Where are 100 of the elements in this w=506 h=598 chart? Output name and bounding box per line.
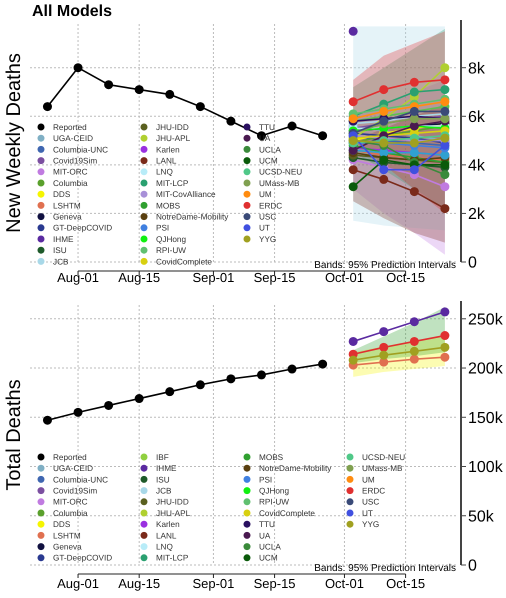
- point: [42, 416, 52, 425]
- point: [379, 174, 388, 184]
- x-tick-label: Oct-15: [386, 576, 426, 591]
- point: [410, 78, 419, 87]
- legend-label: Karlen: [156, 520, 180, 530]
- point: [410, 88, 419, 96]
- legend-label: LANL: [156, 156, 177, 166]
- point: [318, 360, 328, 369]
- point: [440, 134, 450, 143]
- legend-label: NotreDame-Mobility: [156, 212, 230, 222]
- legend-label: YYG: [362, 520, 380, 530]
- legend-label: LSHTM: [53, 531, 81, 540]
- legend-label: UA: [259, 531, 271, 540]
- point: [379, 156, 388, 164]
- legend-label: Geneva: [53, 212, 82, 222]
- y-tick-label: 0: [468, 558, 477, 575]
- legend-label: QJHong: [259, 486, 290, 496]
- point: [440, 307, 450, 316]
- legend-label: Reported: [53, 122, 88, 132]
- y-tick-label: 2k: [468, 206, 486, 224]
- point: [196, 102, 205, 112]
- legend-label: LSHTM: [53, 201, 81, 210]
- point: [256, 370, 266, 380]
- legend-label: IHME: [53, 234, 74, 244]
- legend-label: Columbia: [53, 508, 88, 518]
- point: [440, 204, 450, 214]
- legend-label: UA: [259, 134, 271, 144]
- point: [440, 352, 450, 362]
- x-tick-label: Aug-01: [57, 270, 99, 285]
- point: [348, 26, 358, 36]
- legend-label: ISU: [156, 475, 170, 484]
- legend-label: LNQ: [156, 168, 173, 177]
- point: [196, 380, 205, 390]
- point: [410, 354, 419, 364]
- point: [348, 182, 358, 192]
- legend-label: IBF: [156, 452, 169, 462]
- legend-label: GT-DeepCOVID: [53, 224, 112, 233]
- legend-label: UT: [362, 508, 373, 518]
- legend-label: JHU-APL: [156, 134, 191, 144]
- point: [379, 165, 388, 174]
- legend-label: UCSD-NEU: [259, 168, 302, 177]
- legend-label: TTU: [259, 122, 276, 132]
- y-axis-title: New Weekly Deaths: [3, 53, 25, 233]
- legend-label: TTU: [259, 520, 276, 530]
- y-tick-label: 6k: [468, 108, 486, 126]
- point: [379, 106, 388, 116]
- x-tick-label: Aug-15: [118, 576, 160, 591]
- point: [226, 116, 236, 126]
- legend-label: DDS: [53, 520, 71, 530]
- legend-label: UCM: [259, 156, 278, 166]
- point: [379, 85, 388, 94]
- x-tick-label: Oct-01: [324, 270, 364, 285]
- x-tick-label: Aug-01: [57, 576, 99, 591]
- legend-label: UCLA: [259, 542, 282, 552]
- point: [165, 90, 174, 99]
- point: [440, 331, 450, 340]
- legend-label: LANL: [156, 531, 177, 540]
- point: [440, 182, 450, 192]
- point: [104, 80, 114, 90]
- x-tick-label: Oct-15: [386, 270, 426, 285]
- x-tick-label: Oct-01: [324, 576, 364, 591]
- point: [104, 400, 114, 410]
- point: [379, 342, 388, 352]
- x-tick-label: Sep-15: [254, 576, 296, 591]
- legend-label: CovidComplete: [156, 257, 212, 266]
- point: [288, 122, 297, 130]
- legend-label: GT-DeepCOVID: [53, 554, 112, 563]
- y-tick-label: 150k: [468, 410, 504, 427]
- point: [410, 187, 419, 196]
- legend-label: RPI-UW: [259, 498, 290, 507]
- legend-label: MIT-ORC: [53, 168, 88, 177]
- legend-label: UM: [362, 475, 375, 484]
- point: [410, 346, 419, 356]
- legend-label: JHU-IDD: [156, 122, 189, 132]
- legend-label: Karlen: [156, 145, 180, 154]
- legend-label: MIT-CovAlliance: [156, 190, 216, 200]
- legend-label: YYG: [259, 234, 276, 244]
- legend-label: IHME: [156, 464, 178, 474]
- legend-label: ERDC: [259, 201, 282, 210]
- legend-label: UMass-MB: [362, 464, 404, 474]
- legend-label: PSI: [156, 224, 170, 233]
- point: [288, 364, 297, 374]
- y-tick-label: 50k: [468, 508, 495, 526]
- legend-label: LNQ: [156, 542, 173, 552]
- legend-label: Columbia-UNC: [53, 475, 108, 484]
- legend-label: Covid19Sim: [53, 486, 98, 496]
- legend-label: UMass-MB: [259, 178, 300, 188]
- x-tick-label: Sep-15: [254, 270, 296, 285]
- point: [42, 102, 52, 112]
- point: [348, 356, 358, 365]
- legend-label: MIT-LCP: [156, 178, 189, 188]
- legend-label: ISU: [53, 246, 67, 256]
- legend-label: ERDC: [362, 486, 386, 496]
- annotation: Bands: 95% Prediction Intervals: [314, 563, 456, 574]
- legend-label: UCSD-NEU: [362, 452, 406, 462]
- legend-label: UGA-CEID: [53, 134, 94, 144]
- x-tick-label: Sep-01: [192, 270, 234, 285]
- y-tick-label: 4k: [468, 157, 486, 174]
- legend-label: JCB: [53, 257, 70, 266]
- point: [226, 374, 236, 384]
